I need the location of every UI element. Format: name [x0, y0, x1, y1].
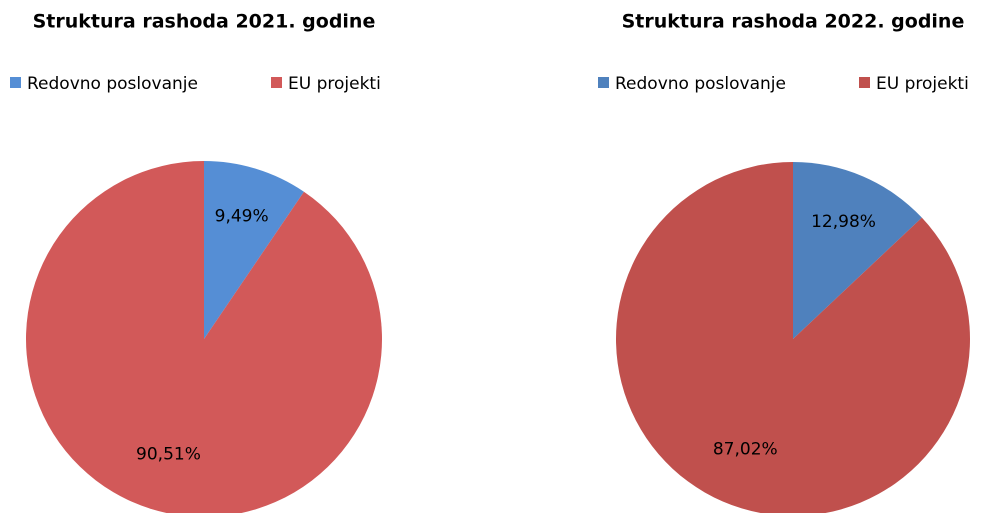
pie-slice [204, 161, 304, 339]
pie-slice [616, 162, 970, 513]
legend-swatch [271, 77, 282, 88]
pie-slice [793, 162, 922, 339]
legend-swatch [10, 77, 21, 88]
legend-swatch [598, 77, 609, 88]
data-label: 9,49% [215, 206, 269, 226]
pie-slice [26, 161, 382, 513]
chart-title: Struktura rashoda 2021. godine [33, 11, 376, 33]
legend-swatch [859, 77, 870, 88]
data-label: 12,98% [811, 212, 876, 232]
data-label: 87,02% [713, 439, 778, 459]
legend-label: Redovno poslovanje [27, 74, 198, 94]
data-label: 90,51% [136, 445, 201, 465]
chart-title: Struktura rashoda 2022. godine [622, 11, 965, 33]
legend-label: EU projekti [288, 74, 381, 94]
legend-label: Redovno poslovanje [615, 74, 786, 94]
legend-label: EU projekti [876, 74, 969, 94]
